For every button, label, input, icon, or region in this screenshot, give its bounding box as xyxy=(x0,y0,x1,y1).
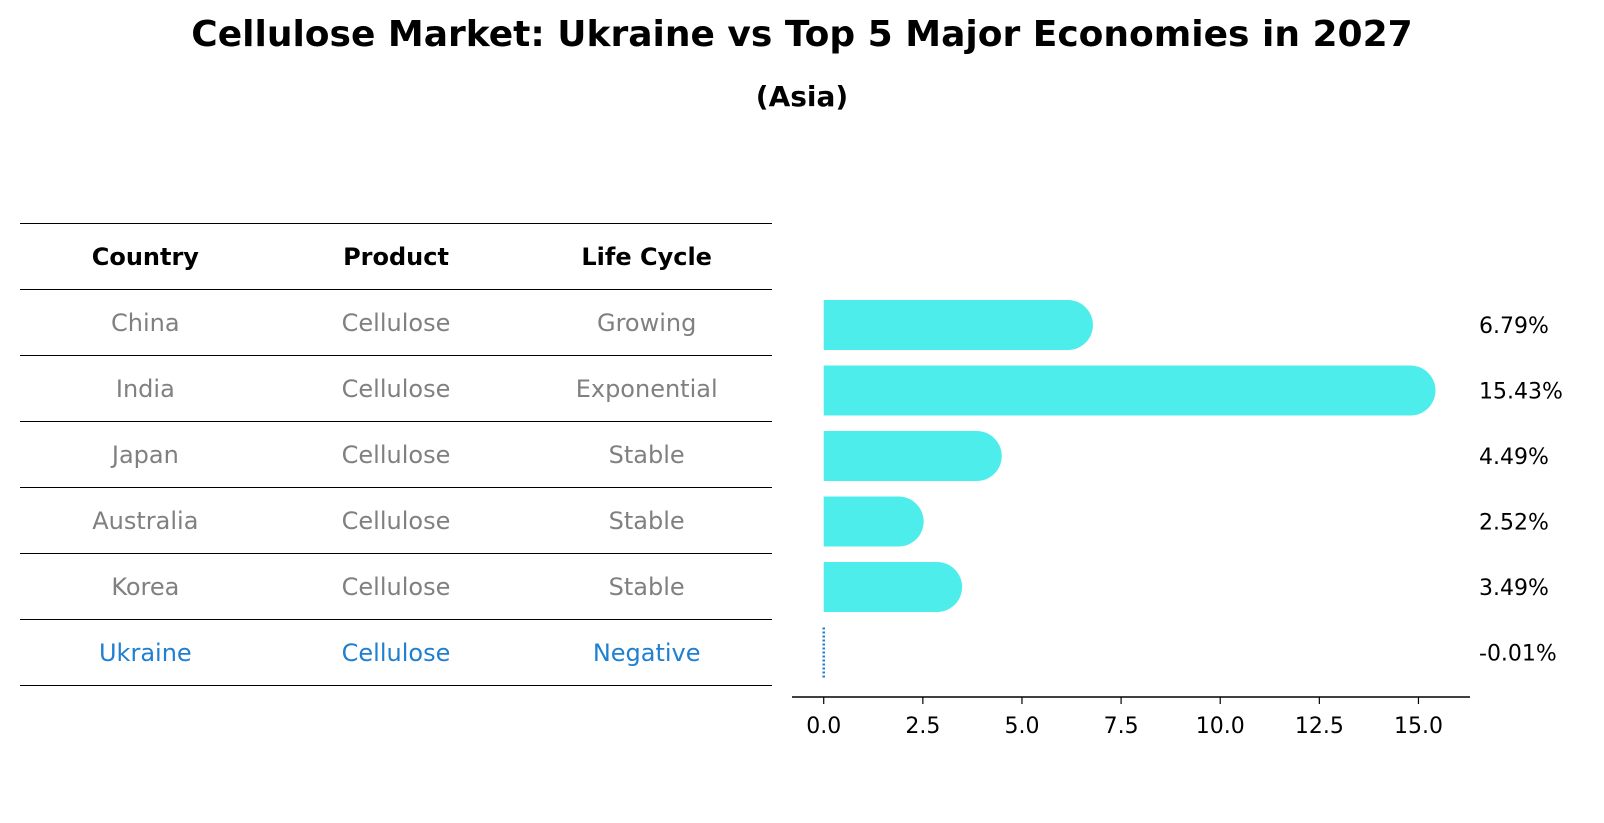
bar-japan xyxy=(823,431,1002,481)
cell-product: Cellulose xyxy=(341,308,451,337)
bar-australia xyxy=(823,496,924,547)
header-product: Product xyxy=(343,242,449,271)
chart-subtitle: (Asia) xyxy=(755,80,849,113)
header-life-cycle: Life Cycle xyxy=(581,242,712,271)
x-tick-label: 12.5 xyxy=(1295,714,1344,739)
header-country: Country xyxy=(91,242,199,271)
table-row: India Cellulose Exponential xyxy=(20,355,772,421)
cell-product: Cellulose xyxy=(341,374,451,403)
value-label-korea: 3.49% xyxy=(1479,576,1549,601)
table-row: Japan Cellulose Stable xyxy=(20,421,772,487)
bar-india xyxy=(823,365,1436,416)
bar-china xyxy=(823,300,1093,350)
cell-life-cycle: Stable xyxy=(608,506,685,535)
cell-life-cycle: Stable xyxy=(608,440,685,469)
cell-country: India xyxy=(115,374,175,403)
x-tick-label: 10.0 xyxy=(1196,714,1245,739)
cell-product: Cellulose xyxy=(341,638,451,667)
cell-country: Ukraine xyxy=(98,638,192,667)
table-row-highlight: Ukraine Cellulose Negative xyxy=(20,619,772,686)
table-row: Australia Cellulose Stable xyxy=(20,487,772,553)
chart-title: Cellulose Market: Ukraine vs Top 5 Major… xyxy=(191,14,1413,55)
table-header-row: Country Product Life Cycle xyxy=(20,223,772,289)
x-tick-label: 7.5 xyxy=(1104,714,1139,739)
cell-product: Cellulose xyxy=(341,440,451,469)
x-tick-label: 0.0 xyxy=(806,714,841,739)
value-label-australia: 2.52% xyxy=(1479,511,1549,536)
table-row: China Cellulose Growing xyxy=(20,289,772,355)
cell-life-cycle: Negative xyxy=(592,638,701,667)
cell-country: China xyxy=(111,308,180,337)
cell-product: Cellulose xyxy=(341,506,451,535)
x-tick-label: 15.0 xyxy=(1394,714,1443,739)
value-label-japan: 4.49% xyxy=(1479,445,1549,470)
bar-korea xyxy=(823,562,963,612)
market-table: Country Product Life Cycle China Cellulo… xyxy=(20,223,772,686)
cell-product: Cellulose xyxy=(341,572,451,601)
cell-country: Japan xyxy=(111,440,179,469)
cell-country: Korea xyxy=(111,572,180,601)
cell-life-cycle: Exponential xyxy=(575,374,718,403)
value-label-china: 6.79% xyxy=(1479,314,1549,339)
cell-life-cycle: Stable xyxy=(608,572,685,601)
value-label-ukraine: -0.01% xyxy=(1479,642,1557,667)
table-row: Korea Cellulose Stable xyxy=(20,553,772,619)
cell-country: Australia xyxy=(92,506,199,535)
value-label-india: 15.43% xyxy=(1479,380,1563,405)
x-tick-label: 2.5 xyxy=(905,714,940,739)
cell-life-cycle: Growing xyxy=(596,308,697,337)
x-tick-label: 5.0 xyxy=(1004,714,1039,739)
